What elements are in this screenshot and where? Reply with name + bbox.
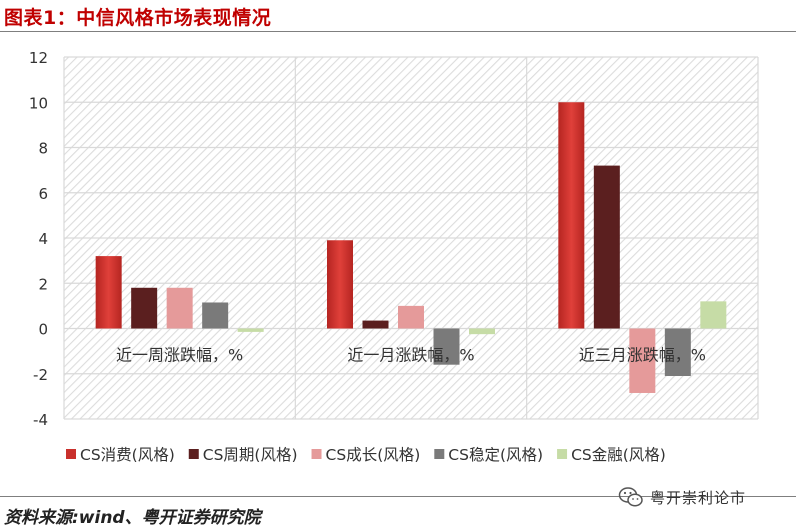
bar <box>629 328 656 393</box>
y-tick-label: 10 <box>29 94 48 112</box>
legend-label: CS消费(风格) <box>80 446 175 464</box>
bar <box>398 305 424 329</box>
legend-swatch <box>311 449 322 459</box>
legend-label: CS金融(风格) <box>571 446 666 464</box>
bar <box>202 302 229 329</box>
category-label: 近一周涨跌幅，% <box>116 346 243 365</box>
legend-label: CS周期(风格) <box>203 446 298 464</box>
legend-label: CS稳定(风格) <box>448 446 543 464</box>
watermark-text: 粤开崇利论市 <box>650 488 747 507</box>
bar <box>166 287 193 329</box>
bar <box>327 240 353 329</box>
y-tick-label: 12 <box>29 49 48 67</box>
y-tick-label: 4 <box>38 230 48 248</box>
category-labels: 近一周涨跌幅，% 近一月涨跌幅，% 近三月涨跌幅，% <box>116 346 706 365</box>
wechat-icon <box>618 487 643 507</box>
bar <box>664 328 691 377</box>
bar <box>469 328 495 335</box>
bar <box>131 287 158 329</box>
legend-swatch <box>434 449 445 459</box>
bar-chart: 12 10 8 6 4 2 0 -2 -4 近一周涨跌幅，% 近一月涨跌幅，% 近三月涨跌幅，% C… <box>29 49 759 464</box>
watermark: 粤开崇利论市 <box>618 486 746 508</box>
bar <box>593 165 620 329</box>
category-label: 近一月涨跌幅，% <box>347 346 474 365</box>
category-label: 近三月涨跌幅，% <box>579 346 706 365</box>
chart-area: 12 10 8 6 4 2 0 -2 -4 近一周涨跌幅，% 近一月涨跌幅，% 近三月涨跌幅，% C… <box>0 40 796 480</box>
bar <box>433 328 460 365</box>
gridlines <box>63 56 759 420</box>
bar <box>700 301 727 329</box>
bars <box>95 102 727 393</box>
footer-divider <box>0 496 796 497</box>
bar <box>558 102 585 329</box>
bar <box>362 320 389 329</box>
figure-title: 图表1：中信风格市场表现情况 <box>4 7 272 29</box>
legend: CS消费(风格) CS周期(风格) CS成长(风格) CS稳定(风格) CS金融(风格) <box>66 446 666 464</box>
y-tick-label: -2 <box>33 366 48 384</box>
y-tick-label: 8 <box>38 140 48 158</box>
title-bar: 图表1：中信风格市场表现情况 <box>0 0 796 32</box>
y-tick-label: 0 <box>38 321 48 339</box>
legend-swatch <box>188 449 199 459</box>
legend-swatch <box>557 449 568 459</box>
bar <box>95 256 122 329</box>
y-tick-label: 2 <box>38 275 48 293</box>
y-tick-label: -4 <box>33 411 48 429</box>
legend-label: CS成长(风格) <box>326 446 421 464</box>
y-tick-label: 6 <box>38 185 48 203</box>
bar <box>237 328 264 332</box>
legend-swatch <box>66 449 76 459</box>
y-axis-ticks: 12 10 8 6 4 2 0 -2 -4 <box>29 49 48 429</box>
source-note: 资料来源:wind、粤开证券研究院 <box>4 508 261 528</box>
